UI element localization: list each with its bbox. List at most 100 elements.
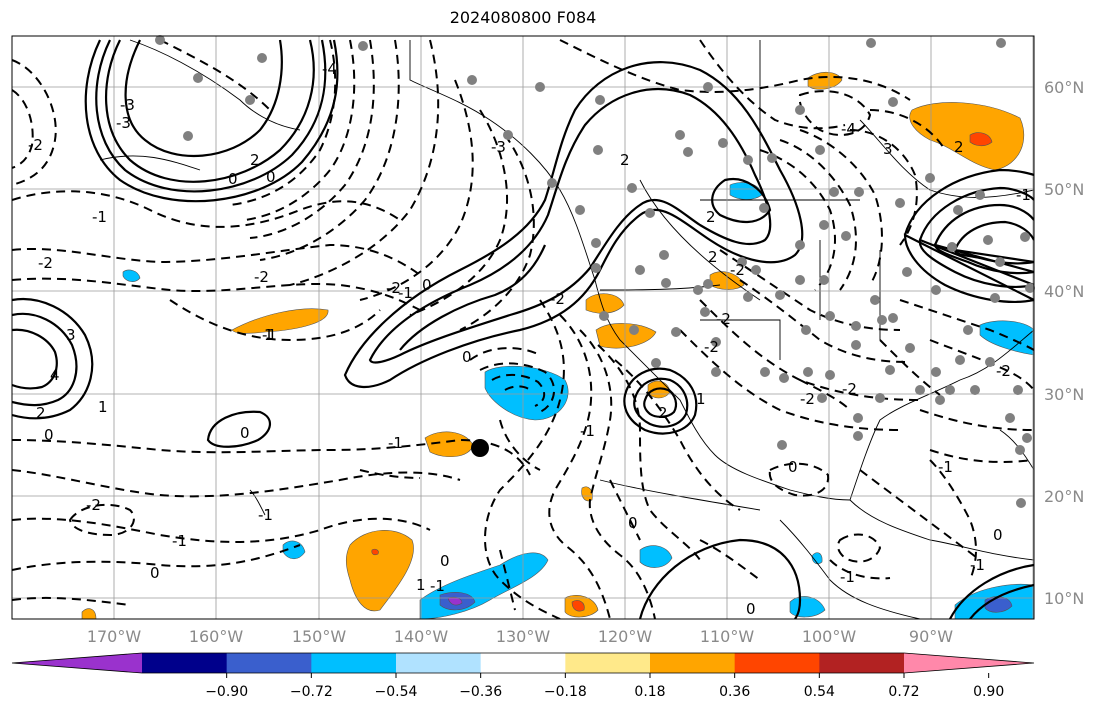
svg-text:2: 2 xyxy=(954,138,964,156)
negative-anomaly-patch xyxy=(122,269,141,282)
svg-text:-2: -2 xyxy=(386,279,401,297)
svg-text:-2: -2 xyxy=(28,136,43,154)
colorbar-segment xyxy=(226,653,312,673)
svg-text:0: 0 xyxy=(628,514,638,532)
svg-text:2: 2 xyxy=(658,404,668,422)
colorbar-tick-label: −0.18 xyxy=(544,684,587,700)
lat-label: 40°N xyxy=(1044,282,1084,301)
lon-label: 130°W xyxy=(496,627,551,646)
lon-label: 110°W xyxy=(700,627,755,646)
lon-label: 120°W xyxy=(598,627,653,646)
svg-text:-4: -4 xyxy=(322,60,337,78)
svg-text:0: 0 xyxy=(440,552,450,570)
svg-text:1: 1 xyxy=(696,390,706,408)
positive-anomaly-patch xyxy=(909,102,1025,171)
colorbar-tick-label: −0.36 xyxy=(459,684,502,700)
coastlines xyxy=(99,39,1034,619)
map-frame xyxy=(11,35,1035,620)
colorbar-segment xyxy=(396,653,482,673)
lon-label: 100°W xyxy=(802,627,857,646)
svg-text:-1: -1 xyxy=(258,506,273,524)
svg-text:-1: -1 xyxy=(1016,186,1031,204)
svg-text:-3: -3 xyxy=(491,138,506,156)
svg-text:1: 1 xyxy=(264,326,274,344)
colorbar-segment xyxy=(565,653,651,673)
svg-text:-2: -2 xyxy=(996,362,1011,380)
colorbar-segment xyxy=(734,653,820,673)
colorbar: −0.90 −0.72 −0.54 −0.36 −0.18 0.18 0.36 0.54 0.7… xyxy=(11,652,1035,700)
svg-text:2: 2 xyxy=(706,208,716,226)
svg-text:-3: -3 xyxy=(120,96,135,114)
colorbar-tick-label: 0.72 xyxy=(888,684,919,700)
svg-text:3: 3 xyxy=(66,326,76,344)
colorbar-tick-label: −0.72 xyxy=(290,684,333,700)
svg-text:2: 2 xyxy=(708,248,718,266)
svg-text:-1: -1 xyxy=(938,458,953,476)
svg-text:-2: -2 xyxy=(254,268,269,286)
colorbar-tick-label: −0.54 xyxy=(375,684,418,700)
storm-position-marker xyxy=(471,439,489,457)
svg-text:-1: -1 xyxy=(580,422,595,440)
lon-label: 140°W xyxy=(394,627,449,646)
svg-text:0: 0 xyxy=(44,426,54,444)
svg-text:0: 0 xyxy=(150,564,160,582)
svg-text:0: 0 xyxy=(746,600,756,618)
svg-text:2: 2 xyxy=(250,151,260,169)
svg-text:-1: -1 xyxy=(398,284,413,302)
colorbar-segment xyxy=(311,653,397,673)
positive-anomaly-patch xyxy=(581,486,593,502)
svg-text:-2: -2 xyxy=(86,496,101,514)
svg-text:-1: -1 xyxy=(970,556,985,574)
colorbar-segment xyxy=(819,653,905,673)
colorbar-tick-label: 0.18 xyxy=(634,684,665,700)
positive-anomaly-patch xyxy=(595,323,657,349)
strong-positive-patch xyxy=(571,600,585,612)
svg-text:-2: -2 xyxy=(38,254,53,272)
lon-label: 90°W xyxy=(909,627,953,646)
colorbar-tick-label: 0.54 xyxy=(804,684,835,700)
station-markers xyxy=(155,35,1035,508)
svg-text:0: 0 xyxy=(462,348,472,366)
contour-labels: 0 0 -1 -2 -2 -1 -1 2 1 3 4 2 -2 1 0 -2 -… xyxy=(28,60,1031,618)
svg-text:3: 3 xyxy=(883,140,893,158)
colorbar-segment xyxy=(480,653,566,673)
lon-label: 170°W xyxy=(87,627,142,646)
negative-anomaly-patch xyxy=(811,552,823,565)
lon-label: 160°W xyxy=(189,627,244,646)
svg-text:-4: -4 xyxy=(841,120,856,138)
positive-anomaly-patch xyxy=(231,308,329,334)
svg-text:-1: -1 xyxy=(388,434,403,452)
colorbar-tick-label: 0.90 xyxy=(973,684,1004,700)
svg-text:-1: -1 xyxy=(172,532,187,550)
svg-text:-2: -2 xyxy=(730,261,745,279)
svg-text:1: 1 xyxy=(98,398,108,416)
svg-text:1: 1 xyxy=(416,576,426,594)
colorbar-min-extension xyxy=(12,653,142,673)
svg-text:-2: -2 xyxy=(550,290,565,308)
svg-text:-1: -1 xyxy=(92,208,107,226)
lat-label: 30°N xyxy=(1044,385,1084,404)
colorbar-tick-label: 0.36 xyxy=(719,684,750,700)
colorbar-segment xyxy=(142,653,228,673)
shaded-anomalies xyxy=(81,71,1034,619)
longitude-labels: 170°W 160°W 150°W 140°W 130°W 120°W 110°… xyxy=(87,627,953,646)
svg-text:0: 0 xyxy=(266,168,276,186)
lat-label: 60°N xyxy=(1044,78,1084,97)
svg-text:-2: -2 xyxy=(800,390,815,408)
svg-text:2: 2 xyxy=(620,151,630,169)
svg-text:-2: -2 xyxy=(716,310,731,328)
svg-text:0: 0 xyxy=(788,458,798,476)
lat-label: 50°N xyxy=(1044,180,1084,199)
strong-positive-patch xyxy=(371,548,379,556)
colorbar-tick-label: −0.90 xyxy=(205,684,248,700)
lon-label: 150°W xyxy=(292,627,347,646)
lat-label: 10°N xyxy=(1044,589,1084,608)
svg-text:-3: -3 xyxy=(116,114,131,132)
positive-contours xyxy=(12,39,1034,619)
lat-label: 20°N xyxy=(1044,487,1084,506)
colorbar-max-extension xyxy=(904,653,1034,673)
latitude-labels: 60°N 50°N 40°N 30°N 20°N 10°N xyxy=(1044,78,1084,608)
positive-anomaly-patch xyxy=(81,608,97,619)
colorbar-segment xyxy=(650,653,736,673)
